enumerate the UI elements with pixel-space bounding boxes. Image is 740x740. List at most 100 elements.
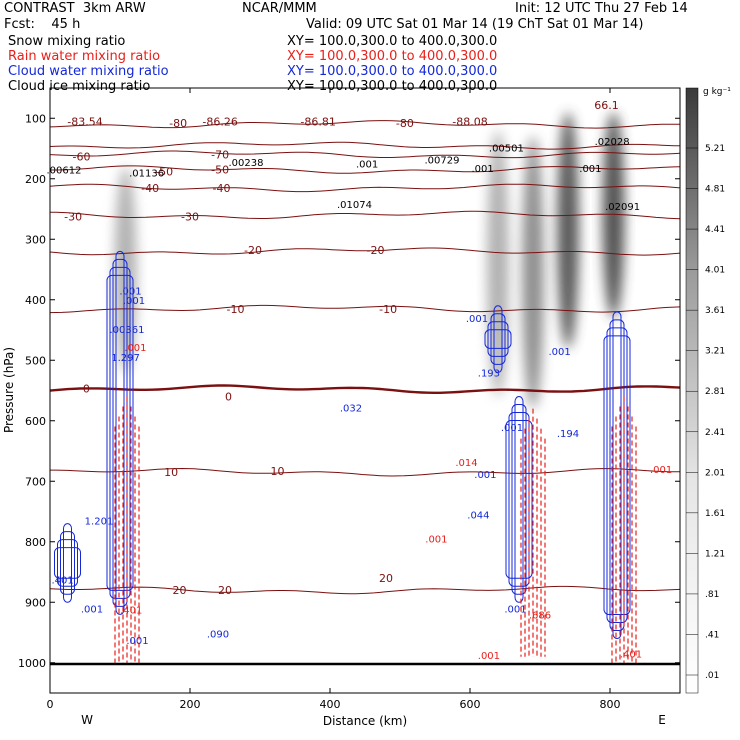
- west-label: W: [81, 713, 93, 727]
- temperature-label: -40: [213, 182, 231, 195]
- maximum-label: .090: [207, 630, 229, 641]
- y-tick-label: 800: [25, 536, 46, 549]
- temperature-contour: [50, 585, 680, 595]
- colorbar-level: 5.21: [705, 144, 725, 154]
- maximum-label: .044: [467, 511, 489, 522]
- maximum-label: .00729: [425, 155, 460, 166]
- cloud-water-contour: [54, 547, 81, 579]
- maximum-label: .001: [504, 604, 526, 615]
- maximum-label: .001: [548, 347, 570, 358]
- colorbar-level: .01: [705, 671, 719, 681]
- maximum-label: .02028: [595, 137, 630, 148]
- valid-time: Valid: 09 UTC Sat 01 Mar 14 (19 ChT Sat …: [306, 17, 644, 32]
- temperature-label: 20: [218, 584, 232, 597]
- center-label: NCAR/MMM: [242, 1, 317, 16]
- maximum-label: .00612: [47, 166, 82, 177]
- cloud-water-contour: [609, 319, 625, 632]
- colorbar-unit: g kg⁻¹: [703, 87, 731, 97]
- colorbar-level: 4.81: [705, 185, 725, 195]
- snow-plume: [114, 166, 137, 373]
- field-xy-cloud-ice: XY= 100.0,300.0 to 400.0,300.0: [287, 79, 498, 94]
- colorbar-level: .81: [705, 590, 719, 600]
- cloud-water-contour: [63, 523, 72, 603]
- maximum-label: .001: [123, 296, 145, 307]
- cloud-water-contour: [612, 311, 622, 640]
- field-xy-rain: XY= 100.0,300.0 to 400.0,300.0: [287, 49, 498, 64]
- cloud-water-contour: [490, 313, 506, 365]
- y-tick-label: 500: [25, 354, 46, 367]
- maximum-label: .00238: [229, 158, 264, 169]
- cloud-water-contour: [511, 404, 527, 595]
- init-time: Init: 12 UTC Thu 27 Feb 14: [515, 1, 688, 16]
- maximum-label: .001: [124, 343, 146, 354]
- x-tick-label: 600: [460, 698, 481, 711]
- colorbar-level: .41: [705, 630, 719, 640]
- y-tick-label: 1000: [18, 657, 46, 670]
- temperature-label: 0: [225, 391, 232, 404]
- maximum-label: .001: [425, 535, 447, 546]
- field-xy-cloud-water: XY= 100.0,300.0 to 400.0,300.0: [287, 64, 498, 79]
- field-name-cloud-water: Cloud water mixing ratio: [8, 64, 169, 79]
- cloud-water-contour: [493, 305, 503, 373]
- temperature-label: -80: [169, 117, 187, 130]
- temperature-contour: [50, 304, 680, 314]
- model-title: CONTRAST 3km ARW: [4, 1, 146, 16]
- maximum-label: .01136: [129, 169, 164, 180]
- colorbar-level: 3.21: [705, 347, 725, 357]
- maximum-label: .194: [557, 429, 579, 440]
- minimum-label: -86.26: [202, 115, 237, 128]
- minimum-label: -86.81: [300, 115, 335, 128]
- maximum-label: .193: [478, 368, 500, 379]
- maximum-label: .001: [466, 314, 488, 325]
- temperature-label: 10: [271, 465, 285, 478]
- colorbar-level: 2.41: [705, 428, 725, 438]
- y-axis-title: Pressure (hPa): [2, 347, 16, 433]
- cloud-water-contour: [115, 250, 125, 615]
- cloud-water-contour: [57, 539, 78, 587]
- forecast-hour: Fcst: 45 h: [4, 17, 81, 32]
- y-tick-label: 900: [25, 596, 46, 609]
- maximum-label: .01074: [337, 200, 372, 211]
- maximum-label: .014: [455, 458, 477, 469]
- temperature-label: -70: [211, 149, 229, 162]
- temperature-label: 20: [379, 572, 393, 585]
- maximum-label: .001: [579, 164, 601, 175]
- field-name-snow: Snow mixing ratio: [8, 34, 126, 49]
- cloud-water-contour: [106, 274, 134, 591]
- temperature-label: -50: [155, 165, 173, 178]
- x-tick-label: 0: [47, 698, 54, 711]
- maximum-label: .001: [501, 423, 523, 434]
- colorbar-level: 2.81: [705, 387, 725, 397]
- cloud-water-contour: [606, 327, 628, 624]
- colorbar: [685, 87, 699, 694]
- maximum-label: .401: [51, 575, 73, 586]
- minimum-label: 66.1: [594, 99, 619, 112]
- cloud-water-contour: [514, 396, 524, 603]
- plot-frame: [49, 87, 681, 694]
- temperature-contour: [50, 467, 680, 477]
- temperature-label: -10: [379, 303, 397, 316]
- cloud-water-contour: [505, 420, 533, 579]
- maximum-label: 1.297: [111, 353, 140, 364]
- y-tick-label: 700: [25, 475, 46, 488]
- snow-plume: [602, 112, 625, 318]
- minimum-label: -88.08: [452, 115, 487, 128]
- maximum-label: .001: [81, 604, 103, 615]
- east-label: E: [658, 713, 666, 727]
- x-tick-label: 400: [320, 698, 341, 711]
- temperature-contour: [50, 120, 680, 129]
- temperature-contour: [50, 247, 680, 256]
- maximum-label: .401: [620, 650, 642, 661]
- y-tick-label: 100: [25, 112, 46, 125]
- colorbar-level: 4.01: [705, 266, 725, 276]
- temperature-contour: [50, 165, 680, 174]
- temperature-contour: [50, 210, 680, 220]
- temperature-label: -30: [181, 210, 199, 223]
- y-tick-label: 200: [25, 173, 46, 186]
- field-xy-snow: XY= 100.0,300.0 to 400.0,300.0: [287, 34, 498, 49]
- cloud-water-contour: [484, 329, 512, 349]
- temperature-contour: [50, 384, 680, 394]
- field-name-cloud-ice: Cloud ice mixing ratio: [8, 79, 151, 94]
- maximum-label: .00501: [489, 143, 524, 154]
